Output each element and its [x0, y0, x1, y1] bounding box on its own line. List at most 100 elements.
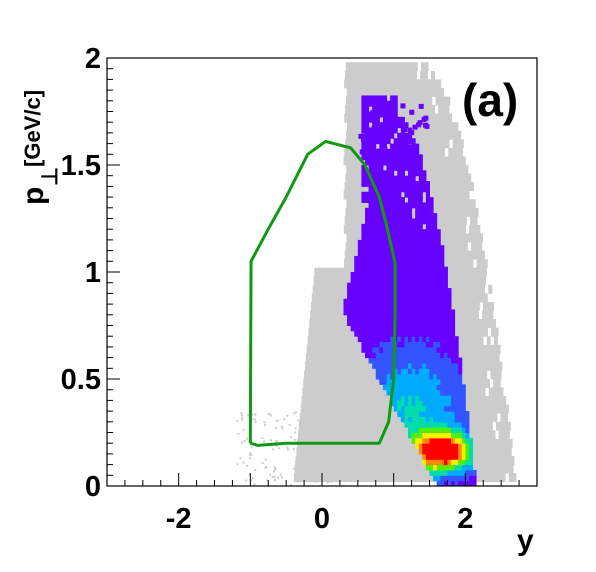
heatmap-color-cell	[443, 288, 448, 294]
heatmap-color-cell	[415, 277, 420, 284]
heatmap-gray-cell	[330, 361, 335, 371]
heatmap-color-cell	[379, 191, 384, 198]
heatmap-gray-cell	[464, 199, 469, 209]
heatmap-gray-cell	[361, 473, 366, 483]
heatmap-gray-cell	[448, 147, 453, 157]
heatmap-color-cell	[390, 336, 395, 343]
heatmap-gray-cell	[453, 207, 457, 217]
heatmap-color-cell	[468, 437, 473, 444]
heatmap-gray-cell	[436, 122, 441, 132]
heatmap-color-cell	[415, 148, 420, 155]
heatmap-gray-cell	[394, 473, 399, 483]
heatmap-gray-cell	[465, 259, 470, 269]
heatmap-color-cell	[415, 197, 420, 203]
heatmap-gray-cell	[439, 87, 444, 97]
heatmap-color-cell	[443, 475, 448, 482]
heatmap-color-cell	[354, 330, 359, 337]
heatmap-gray-cell	[322, 293, 327, 303]
heatmap-gray-cell	[508, 438, 513, 448]
heatmap-color-cell	[404, 362, 409, 369]
heatmap-gray-cell	[407, 87, 412, 97]
heatmap-color-cell	[411, 175, 416, 182]
heatmap-color-cell	[374, 102, 380, 108]
heatmap-gray-cell	[410, 96, 415, 106]
heatmap-gray-cell	[478, 379, 483, 388]
heatmap-color-cell	[411, 202, 416, 209]
heatmap-gray-cell	[351, 259, 356, 269]
heatmap-gray-cell	[288, 423, 291, 426]
heatmap-color-cell	[443, 405, 448, 412]
heatmap-gray-cell	[334, 464, 339, 474]
heatmap-gray-cell	[263, 440, 266, 443]
heatmap-gray-cell	[314, 370, 319, 380]
heatmap-gray-cell	[491, 361, 496, 371]
heatmap-color-cell	[404, 175, 409, 182]
heatmap-gray-cell	[397, 473, 402, 483]
heatmap-color-cell	[440, 282, 445, 289]
heatmap-color-cell	[440, 453, 445, 460]
heatmap-gray-cell	[477, 464, 482, 474]
heatmap-color-cell	[436, 411, 441, 417]
heatmap-gray-cell	[469, 361, 474, 371]
heatmap-color-cell	[386, 186, 391, 193]
heatmap-gray-cell	[462, 293, 467, 303]
heatmap-color-cell	[393, 116, 398, 123]
heatmap-color-cell	[365, 320, 370, 326]
heatmap-gray-cell	[463, 353, 468, 363]
heatmap-gray-cell	[246, 437, 249, 440]
heatmap-gray-cell	[414, 447, 419, 457]
heatmap-gray-cell	[331, 344, 336, 354]
heatmap-color-cell	[404, 143, 409, 150]
heatmap-gray-cell	[299, 413, 304, 423]
heatmap-gray-cell	[395, 62, 400, 72]
heatmap-gray-cell	[499, 456, 504, 465]
heatmap-color-cell	[415, 421, 420, 428]
heatmap-color-cell	[365, 277, 370, 284]
heatmap-color-cell	[386, 127, 391, 134]
heatmap-color-cell	[382, 282, 387, 289]
heatmap-color-cell	[368, 213, 373, 219]
heatmap-color-cell	[386, 250, 391, 257]
heatmap-color-cell	[368, 277, 373, 284]
heatmap-color-cell	[436, 304, 441, 310]
x-tick-label: 2	[457, 503, 473, 535]
heatmap-color-cell	[347, 282, 352, 289]
heatmap-gray-cell	[332, 301, 337, 311]
heatmap-gray-cell	[399, 96, 404, 106]
heatmap-color-cell	[443, 427, 448, 433]
heatmap-gray-cell	[473, 361, 478, 371]
heatmap-gray-cell	[478, 242, 483, 251]
heatmap-color-cell	[390, 191, 395, 198]
heatmap-gray-cell	[458, 259, 463, 269]
heatmap-gray-cell	[355, 430, 360, 440]
heatmap-color-cell	[408, 298, 413, 305]
heatmap-gray-cell	[488, 284, 493, 294]
heatmap-gray-cell	[345, 435, 348, 438]
heatmap-color-cell	[447, 309, 452, 316]
heatmap-gray-cell	[339, 267, 344, 277]
heatmap-color-cell	[411, 143, 416, 150]
heatmap-gray-cell	[359, 464, 364, 474]
heatmap-color-cell	[415, 309, 420, 316]
heatmap-color-cell	[433, 384, 438, 391]
heatmap-color-cell	[465, 448, 470, 455]
heatmap-gray-cell	[343, 370, 348, 380]
heatmap-color-cell	[379, 330, 384, 337]
heatmap-gray-cell	[312, 284, 317, 294]
heatmap-gray-cell	[495, 464, 500, 474]
heatmap-gray-cell	[454, 301, 459, 311]
heatmap-color-cell	[429, 309, 434, 316]
heatmap-gray-cell	[381, 421, 386, 431]
heatmap-gray-cell	[334, 420, 337, 423]
heatmap-color-cell	[451, 475, 456, 482]
heatmap-gray-cell	[422, 190, 427, 200]
heatmap-gray-cell	[348, 173, 353, 183]
heatmap-gray-cell	[447, 190, 452, 200]
heatmap-gray-cell	[391, 70, 396, 80]
heatmap-color-cell	[422, 443, 427, 450]
heatmap-color-cell	[382, 314, 387, 321]
heatmap-color-cell	[400, 389, 405, 396]
heatmap-color-cell	[361, 133, 367, 139]
heatmap-color-cell	[372, 362, 377, 369]
heatmap-gray-cell	[377, 387, 382, 397]
